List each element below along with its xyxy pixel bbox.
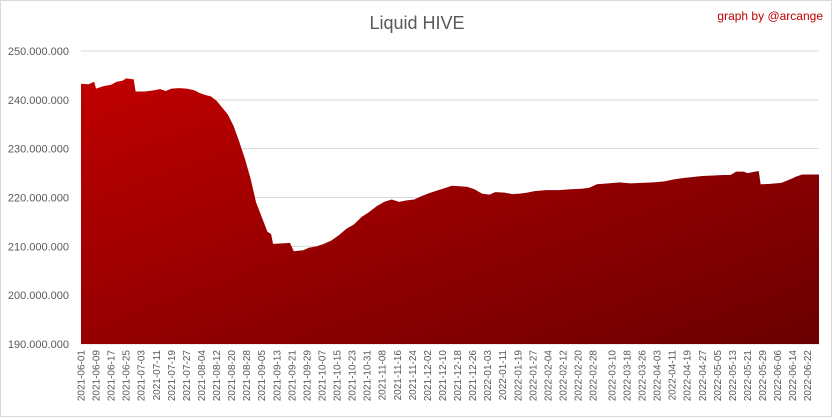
x-tick-label: 2021-12-18: [453, 350, 464, 402]
x-tick-label: 2021-10-23: [348, 350, 359, 402]
x-tick-label: 2021-07-27: [182, 350, 193, 402]
x-tick-label: 2021-07-03: [137, 350, 148, 402]
x-tick-label: 2022-05-05: [713, 350, 724, 402]
x-tick-label: 2021-09-13: [272, 350, 283, 402]
x-tick-label: 2021-08-20: [227, 350, 238, 402]
x-tick-label: 2022-03-10: [607, 350, 618, 402]
x-tick-label: 2021-12-26: [468, 350, 479, 402]
series-area: [81, 78, 819, 344]
x-tick-label: 2021-10-15: [333, 350, 344, 402]
x-tick-label: 2021-07-11: [152, 350, 163, 401]
x-tick-label: 2021-09-29: [302, 350, 313, 402]
x-tick-label: 2022-04-11: [668, 350, 679, 401]
x-tick-label: 2022-01-27: [528, 350, 539, 402]
x-tick-label: 2022-05-21: [743, 350, 754, 402]
x-tick-label: 2021-12-02: [423, 350, 434, 402]
area-layer: [81, 78, 819, 344]
y-tick-label: 190.000.000: [8, 339, 69, 351]
x-tick-label: 2021-11-24: [408, 350, 419, 401]
y-tick-label: 230.000.000: [8, 144, 69, 156]
x-tick-label: 2022-02-04: [543, 350, 554, 402]
x-tick-label: 2022-04-03: [653, 350, 664, 402]
x-tick-label: 2021-09-05: [257, 350, 268, 402]
y-tick-label: 250.000.000: [8, 46, 69, 58]
x-tick-label: 2022-05-29: [758, 350, 769, 402]
x-axis-ticks: 2021-06-01 2021-06-09 2021-06-17 2021-06-25…: [77, 350, 815, 402]
x-tick-label: 2022-01-03: [483, 350, 494, 402]
y-tick-label: 240.000.000: [8, 95, 69, 107]
x-tick-label: 2022-04-19: [683, 350, 694, 402]
x-tick-label: 2021-06-01: [77, 350, 88, 402]
x-tick-label: 2021-11-08: [378, 350, 389, 401]
x-tick-label: 2021-06-09: [92, 350, 103, 402]
x-tick-label: 2022-03-26: [638, 350, 649, 402]
x-tick-label: 2022-01-11: [498, 350, 509, 401]
chart-title: Liquid HIVE: [369, 13, 464, 33]
x-tick-label: 2021-06-25: [122, 350, 133, 402]
x-tick-label: 2021-08-12: [212, 350, 223, 402]
y-tick-label: 220.000.000: [8, 193, 69, 205]
x-tick-label: 2021-08-28: [242, 350, 253, 402]
y-axis-ticks: 190.000.000 200.000.000 210.000.000 220.000…: [8, 46, 69, 351]
x-tick-label: 2021-10-31: [363, 350, 374, 402]
x-tick-label: 2021-09-21: [287, 350, 298, 402]
chart-credit: graph by @arcange: [717, 9, 823, 23]
x-tick-label: 2022-02-20: [574, 350, 585, 402]
x-tick-label: 2022-01-19: [513, 350, 524, 402]
x-tick-label: 2021-11-16: [393, 350, 404, 401]
x-tick-label: 2021-06-17: [107, 350, 118, 402]
x-tick-label: 2022-04-27: [698, 350, 709, 402]
x-tick-label: 2022-06-22: [803, 350, 814, 402]
y-tick-label: 200.000.000: [8, 290, 69, 302]
x-tick-label: 2022-06-06: [773, 350, 784, 402]
y-tick-label: 210.000.000: [8, 241, 69, 253]
x-tick-label: 2022-02-12: [558, 350, 569, 402]
x-tick-label: 2021-07-19: [167, 350, 178, 402]
x-tick-label: 2021-10-07: [317, 350, 328, 402]
x-tick-label: 2021-12-10: [438, 350, 449, 402]
x-tick-label: 2022-02-28: [589, 350, 600, 402]
x-tick-label: 2022-03-18: [622, 350, 633, 402]
x-tick-label: 2022-05-13: [728, 350, 739, 402]
x-tick-label: 2022-06-14: [788, 350, 799, 402]
x-tick-label: 2021-08-04: [197, 350, 208, 402]
